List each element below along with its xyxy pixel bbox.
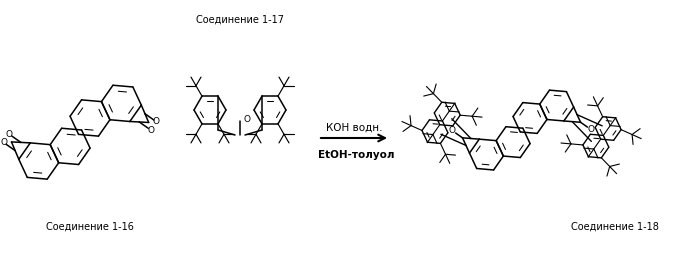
- Text: КОН водн.: КОН водн.: [326, 123, 382, 133]
- Text: O: O: [153, 117, 160, 126]
- Text: Соединение 1-18: Соединение 1-18: [571, 222, 659, 232]
- Text: O: O: [6, 130, 13, 139]
- Text: Соединение 1-17: Соединение 1-17: [196, 15, 284, 25]
- Text: O: O: [147, 125, 154, 134]
- Text: O: O: [244, 114, 251, 123]
- Text: O: O: [587, 125, 594, 134]
- Text: EtOH-толуол: EtOH-толуол: [318, 150, 394, 160]
- Text: Соединение 1-16: Соединение 1-16: [46, 222, 134, 232]
- Text: O: O: [449, 126, 456, 135]
- Text: O: O: [0, 138, 7, 147]
